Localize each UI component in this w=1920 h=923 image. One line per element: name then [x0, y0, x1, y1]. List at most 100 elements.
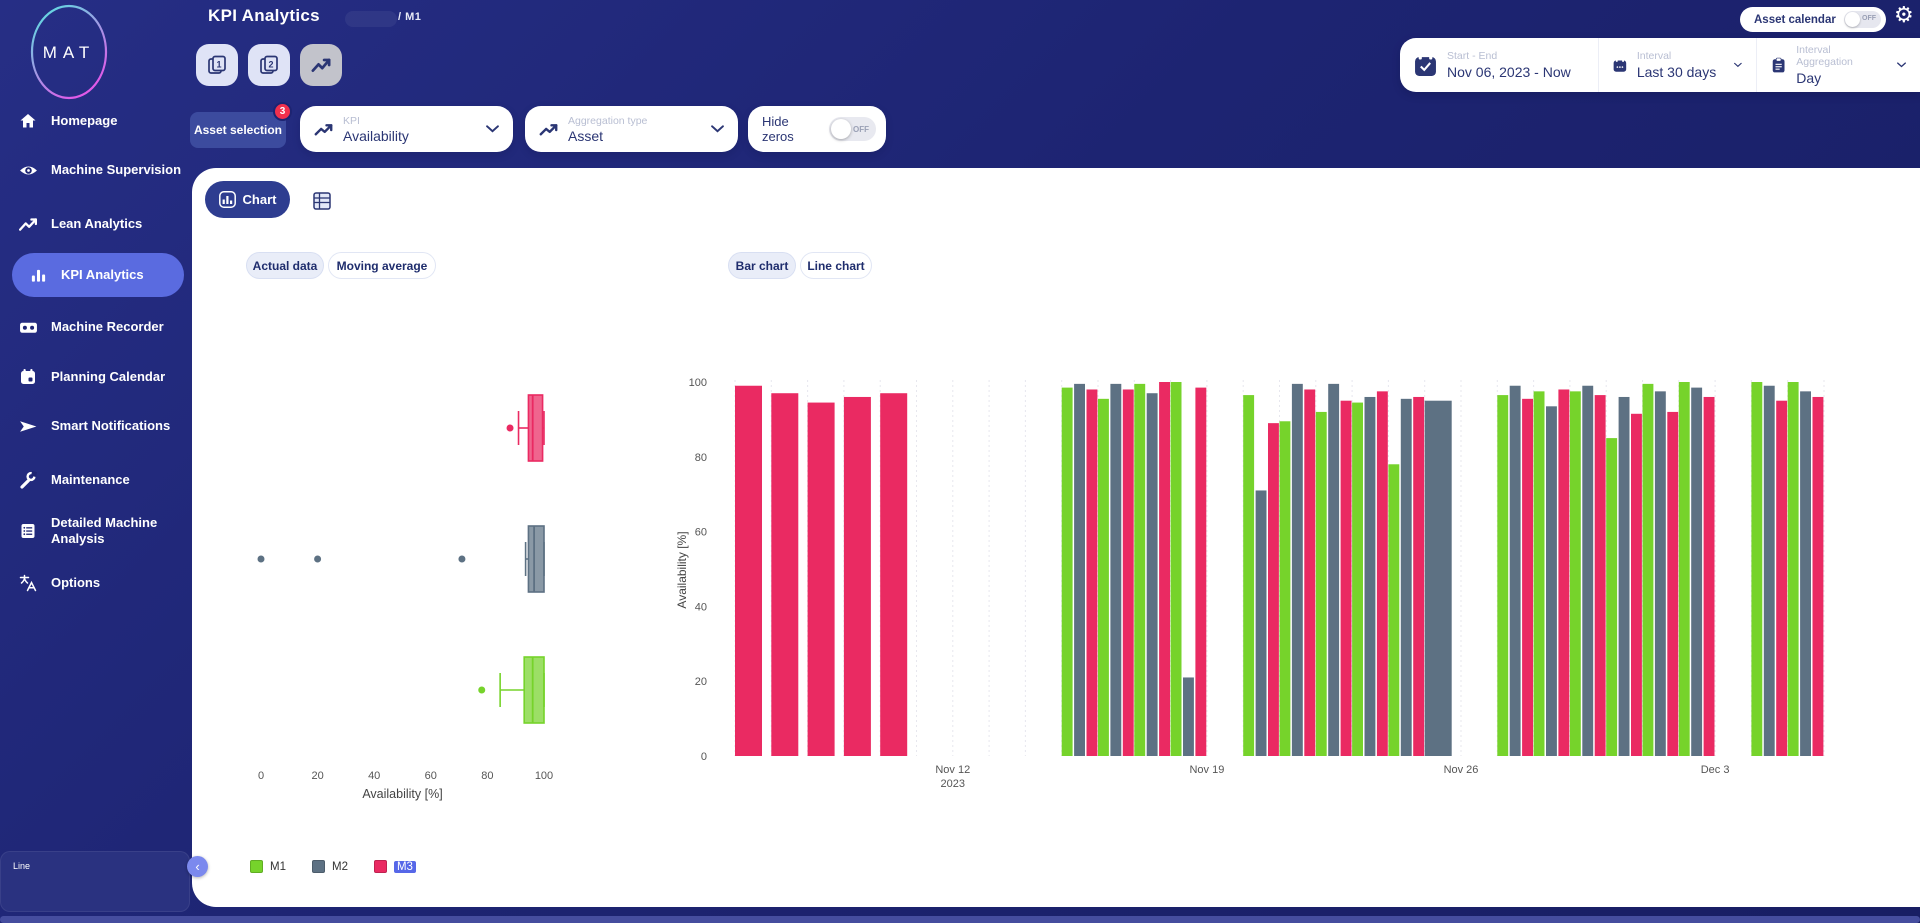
sidebar-item-options[interactable]: Options [0, 568, 188, 598]
chevron-down-icon [1897, 62, 1906, 68]
svg-text:20: 20 [695, 676, 707, 688]
interval-aggregation-label: Interval Aggregation [1796, 44, 1853, 68]
kpi-label: KPI [343, 114, 360, 127]
svg-text:80: 80 [481, 770, 493, 782]
cassette-icon [18, 317, 38, 337]
sidebar-item-label: Smart Notifications [51, 417, 171, 433]
kpi-value: Availability [343, 127, 409, 144]
trend-icon [539, 123, 558, 135]
svg-text:20: 20 [311, 770, 323, 782]
sidebar-collapse-button[interactable]: ‹ [187, 856, 208, 877]
calendar-icon [1613, 58, 1627, 72]
trend-view-button[interactable] [300, 44, 342, 86]
toggle-moving-average[interactable]: Moving average [328, 252, 436, 279]
legend-swatch-m1 [250, 860, 263, 873]
legend-item-m1[interactable]: M1 [250, 860, 286, 873]
sidebar-item-lean-analytics[interactable]: Lean Analytics [0, 209, 188, 239]
layout-page1-button[interactable]: 1 [196, 44, 238, 86]
toggle-knob [831, 119, 852, 139]
hide-zeros-label: Hide zeros [762, 114, 794, 144]
legend-label-m3: M3 [393, 860, 416, 873]
svg-text:80: 80 [695, 452, 707, 464]
tab-chart[interactable]: Chart [205, 181, 290, 218]
tab-chart-label: Chart [242, 192, 277, 207]
svg-text:Dec 3: Dec 3 [1701, 764, 1730, 776]
sidebar-item-label: Detailed Machine Analysis [51, 514, 158, 546]
asset-selection-badge: 3 [273, 102, 292, 121]
legend-swatch-m2 [311, 860, 325, 873]
svg-text:1: 1 [216, 60, 221, 70]
toggle-line-chart[interactable]: Line chart [800, 252, 872, 279]
trend-icon [314, 123, 333, 135]
sidebar-item-label: Planning Calendar [51, 368, 166, 384]
sidebar-item-homepage[interactable]: Homepage [0, 106, 188, 136]
hide-zeros-control: Hide zeros OFF [748, 106, 886, 152]
sidebar-item-machine-supervision[interactable]: Machine Supervision [0, 148, 188, 192]
interval-label: Interval [1636, 50, 1672, 62]
chart-legend: M1 M2 M3 [250, 860, 416, 873]
sidebar-item-machine-recorder[interactable]: Machine Recorder [0, 312, 188, 342]
line-tooltip-text: Line [13, 861, 31, 871]
aggregation-type-dropdown[interactable]: Aggregation type Asset [525, 106, 738, 152]
svg-text:Nov 12: Nov 12 [935, 764, 970, 776]
sidebar-item-kpi-analytics[interactable]: KPI Analytics [12, 253, 184, 297]
sidebar-item-label: Maintenance [51, 471, 130, 487]
interval-field[interactable]: Interval Last 30 days [1598, 38, 1756, 92]
start-end-value: Nov 06, 2023 - Now [1447, 64, 1571, 80]
asset-calendar-label: Asset calendar [1754, 13, 1836, 26]
legend-item-m2[interactable]: M2 [311, 860, 348, 873]
layout-page2-button[interactable]: 2 [248, 44, 290, 86]
hide-zeros-toggle[interactable]: OFF [829, 117, 876, 141]
interval-value: Last 30 days [1636, 64, 1717, 80]
asset-calendar-control: Asset calendar OFF [1740, 7, 1886, 32]
chevron-down-icon [486, 125, 499, 133]
interval-aggregation-value: Day [1796, 70, 1822, 86]
sidebar-item-smart-notifications[interactable]: Smart Notifications [0, 404, 188, 448]
sidebar-item-detailed-machine-analysis[interactable]: Detailed Machine Analysis [0, 509, 188, 553]
toggle-bar-chart[interactable]: Bar chart [728, 252, 796, 279]
table-icon [313, 192, 331, 210]
line-tooltip: Line [0, 851, 190, 912]
sidebar-item-label: Lean Analytics [51, 215, 143, 231]
svg-text:Nov 26: Nov 26 [1444, 764, 1479, 776]
pages-2-icon: 2 [260, 55, 278, 74]
horizontal-scrollbar[interactable] [0, 916, 1920, 923]
chevron-down-icon [1734, 62, 1742, 68]
legend-item-m3[interactable]: M3 [373, 860, 416, 873]
sidebar-item-planning-calendar[interactable]: Planning Calendar [0, 362, 188, 392]
toggle-state: OFF [853, 125, 869, 134]
sidebar-item-label: Homepage [51, 112, 118, 128]
asset-selection-label: Asset selection [193, 123, 283, 137]
tab-table[interactable] [313, 192, 331, 210]
chevron-down-icon [711, 125, 724, 133]
svg-text:Availability [%]: Availability [%] [362, 787, 442, 801]
svg-text:0: 0 [701, 751, 707, 763]
asset-selection-button[interactable]: Asset selection [190, 112, 286, 148]
clipboard-icon [1772, 57, 1785, 72]
asset-calendar-toggle[interactable]: OFF [1843, 11, 1881, 28]
toggle-actual-data[interactable]: Actual data [246, 252, 324, 279]
bar-chart-icon [28, 265, 48, 285]
svg-text:Availability [%]: Availability [%] [675, 531, 689, 608]
toggle-state: OFF [1862, 15, 1876, 22]
settings-gear-icon[interactable]: ⚙ [1894, 3, 1914, 28]
wrench-icon [18, 470, 38, 490]
svg-text:100: 100 [689, 377, 707, 389]
interval-aggregation-field[interactable]: Interval Aggregation Day [1756, 38, 1920, 92]
svg-text:2023: 2023 [941, 778, 965, 790]
start-end-field[interactable]: Start - End Nov 06, 2023 - Now [1400, 38, 1598, 92]
svg-text:40: 40 [695, 601, 707, 613]
sidebar-item-maintenance[interactable]: Maintenance [0, 465, 188, 495]
legend-label-m2: M2 [331, 860, 348, 873]
svg-text:2: 2 [268, 60, 273, 70]
kpi-dropdown[interactable]: KPI Availability [300, 106, 513, 152]
bar-chart-svg[interactable]: 0 20 40 60 80 100 Availability [%] Nov 12 2023 No… [665, 290, 1920, 820]
logo-text: MAT [43, 43, 96, 62]
notepad-icon [18, 521, 38, 541]
aggregation-type-value: Asset [568, 127, 604, 144]
boxplot-svg[interactable]: 0 20 40 60 80 100 Availability [%] [200, 290, 660, 820]
sidebar-item-label: Machine Supervision [51, 161, 182, 177]
svg-text:100: 100 [535, 770, 553, 782]
aggregation-type-label: Aggregation type [568, 114, 648, 127]
